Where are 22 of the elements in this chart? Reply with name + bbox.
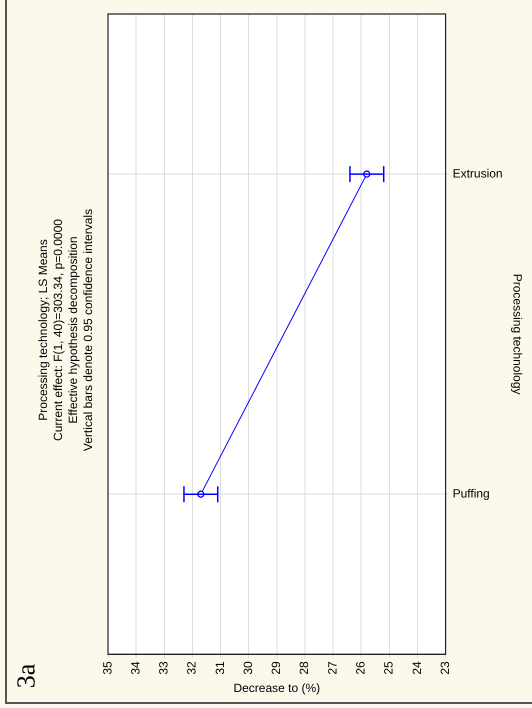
text: Vertical bars denote 0.95 confidence intervals — [81, 208, 96, 454]
x-tick-label: 29 — [269, 660, 284, 675]
text: Effective hypothesis decomposition — [66, 235, 81, 426]
x-tick-label: 34 — [128, 660, 142, 675]
x-tick-label: 27 — [325, 660, 340, 675]
x-tick-label: 28 — [297, 660, 312, 675]
y-tick-label: Extrusion — [452, 166, 503, 180]
x-axis-title: Decrease to (%) — [233, 681, 320, 696]
x-tick-label: 32 — [184, 660, 199, 675]
x-tick-label: 30 — [240, 660, 255, 675]
y-axis-title: Processing technology — [510, 274, 524, 394]
x-tick-label: 24 — [410, 660, 424, 675]
x-tick-label: 31 — [212, 660, 227, 675]
y-tick-label: Puffing — [452, 486, 490, 500]
x-tick-label: 26 — [353, 660, 368, 675]
x-tick-label: 35 — [100, 660, 114, 675]
text: Processing technology; LS Means — [36, 238, 51, 423]
x-tick-label: 25 — [382, 660, 396, 675]
text: Current effect: F(1, 40)=303.34, p=0.0000 — [51, 218, 66, 443]
x-tick-label: 23 — [438, 660, 452, 675]
x-tick-label: 33 — [156, 660, 171, 675]
text: 3a — [11, 664, 40, 688]
